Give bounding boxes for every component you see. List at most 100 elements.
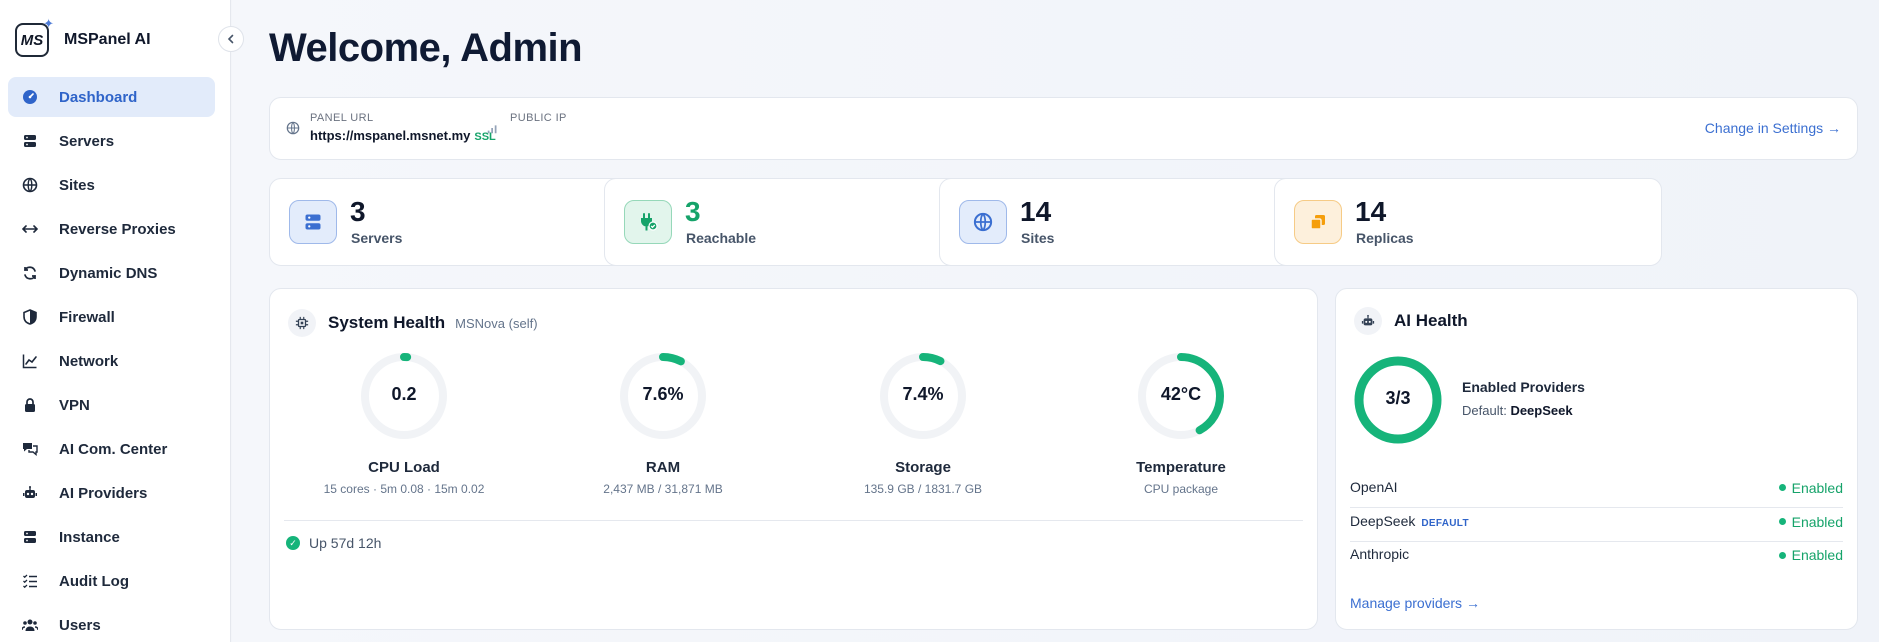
stat-value: 3	[350, 196, 366, 227]
sidebar-item-ai-providers[interactable]: AI Providers	[8, 473, 215, 513]
gauge-detail: 135.9 GB / 1831.7 GB	[863, 482, 983, 496]
signal-icon	[487, 125, 497, 134]
gauge-name: CPU Load	[368, 459, 440, 476]
public-ip-label: PUBLIC IP	[510, 112, 567, 124]
default-badge: DEFAULT	[1421, 517, 1469, 529]
sidebar-item-sites[interactable]: Sites	[8, 165, 215, 205]
sidebar-item-servers[interactable]: Servers	[8, 121, 215, 161]
brand[interactable]: MS ✦ MSPanel AI	[15, 16, 151, 60]
sidebar-item-ai-com-center[interactable]: AI Com. Center	[8, 429, 215, 469]
ssl-badge: SSL	[474, 131, 496, 143]
gauge-ram: 7.6% RAM 2,437 MB / 31,871 MB	[553, 351, 773, 496]
gauge-ring	[361, 353, 447, 439]
main-content: Welcome, Admin PANEL URL https://mspanel…	[232, 0, 1879, 642]
gauge-name: Storage	[895, 459, 951, 476]
gauge-ring	[620, 353, 706, 439]
uptime-status: ✓ Up 57d 12h	[286, 535, 381, 551]
default-provider: Default: DeepSeek	[1462, 403, 1585, 418]
provider-status: Enabled	[1778, 513, 1843, 530]
stat-value: 14	[1020, 196, 1052, 227]
stat-label: Servers	[351, 230, 403, 246]
provider-row-deepseek[interactable]: DeepSeek DEFAULT Enabled	[1350, 502, 1843, 542]
lock-icon	[21, 396, 39, 414]
provider-name-wrap: Anthropic	[1350, 546, 1409, 564]
refresh-icon	[21, 264, 39, 282]
sidebar-item-label: Instance	[59, 528, 120, 546]
provider-name: DeepSeek	[1350, 512, 1416, 529]
gauge-icon	[21, 88, 39, 106]
sidebar-item-label: Audit Log	[59, 572, 129, 590]
plug-icon	[624, 200, 672, 244]
stat-card-reachable[interactable]: 3 Reachable	[604, 178, 992, 266]
panel-url-value[interactable]: https://mspanel.msnet.my SSL	[310, 128, 496, 143]
manage-providers-link[interactable]: Manage providers →	[1350, 595, 1480, 611]
sidebar-item-label: AI Com. Center	[59, 440, 168, 458]
stat-label: Replicas	[1356, 230, 1414, 246]
system-health-header: System Health MSNova (self)	[288, 309, 538, 337]
sidebar-item-vpn[interactable]: VPN	[8, 385, 215, 425]
collapse-sidebar-button[interactable]	[218, 26, 244, 52]
chart-line-icon	[21, 352, 39, 370]
panel-url-label: PANEL URL	[310, 112, 374, 124]
gauge-value: 7.4%	[902, 384, 944, 404]
gauge-temperature: 42°C Temperature CPU package	[1071, 351, 1291, 496]
status-dot-icon	[1778, 518, 1786, 525]
check-circle-icon: ✓	[286, 536, 300, 550]
status-dot-icon	[1778, 484, 1786, 491]
ai-summary: Enabled Providers Default: DeepSeek	[1462, 379, 1585, 418]
sidebar-item-audit-log[interactable]: Audit Log	[8, 561, 215, 601]
uptime-text: Up 57d 12h	[309, 535, 382, 551]
default-provider-name: DeepSeek	[1510, 403, 1573, 418]
globe-icon	[21, 176, 39, 194]
server-icon	[21, 132, 39, 150]
provider-name: Anthropic	[1350, 546, 1410, 562]
stat-card-replicas[interactable]: 14 Replicas	[1274, 178, 1662, 266]
gauge-name: Temperature	[1136, 459, 1226, 476]
gauge-detail: 2,437 MB / 31,871 MB	[603, 482, 723, 496]
gauge-value: 7.6%	[642, 384, 684, 404]
chip-icon	[288, 309, 316, 337]
stat-value: 14	[1355, 196, 1387, 227]
stat-card-sites[interactable]: 14 Sites	[939, 178, 1327, 266]
chevron-left-icon	[227, 34, 234, 44]
providers-ring: 3/3	[1353, 355, 1443, 445]
globe-icon	[959, 200, 1007, 244]
sidebar-item-dynamic-dns[interactable]: Dynamic DNS	[8, 253, 215, 293]
chat-icon	[21, 440, 39, 458]
page-title: Welcome, Admin	[269, 26, 583, 70]
provider-status-text: Enabled	[1791, 479, 1843, 496]
gauge-ring	[1138, 353, 1224, 439]
gauge-detail: 15 cores · 5m 0.08 · 15m 0.02	[323, 482, 485, 496]
sidebar: MS ✦ MSPanel AI Dashboard Servers Sites Rev…	[0, 0, 231, 642]
sidebar-item-label: Firewall	[59, 308, 115, 326]
gauge-name: RAM	[645, 459, 681, 476]
panel-url-block: PANEL URL https://mspanel.msnet.my SSL	[286, 112, 496, 143]
shield-icon	[21, 308, 39, 326]
sidebar-item-reverse-proxies[interactable]: Reverse Proxies	[8, 209, 215, 249]
server-icon	[21, 528, 39, 546]
sidebar-item-dashboard[interactable]: Dashboard	[8, 77, 215, 117]
provider-row-openai[interactable]: OpenAI Enabled	[1350, 468, 1843, 508]
sidebar-item-firewall[interactable]: Firewall	[8, 297, 215, 337]
checklist-icon	[21, 572, 39, 590]
change-in-settings-link[interactable]: Change in Settings →	[1704, 120, 1841, 136]
stat-card-servers[interactable]: 3 Servers	[269, 178, 657, 266]
panel-url-text: https://mspanel.msnet.my	[310, 128, 471, 143]
sidebar-item-users[interactable]: Users	[8, 605, 215, 642]
provider-row-anthropic[interactable]: Anthropic Enabled	[1350, 535, 1843, 575]
server-icon	[289, 200, 337, 244]
robot-icon	[21, 484, 39, 502]
sidebar-item-label: VPN	[59, 396, 90, 414]
provider-status-text: Enabled	[1791, 513, 1843, 530]
users-icon	[21, 616, 39, 634]
sidebar-item-network[interactable]: Network	[8, 341, 215, 381]
sidebar-item-label: Dynamic DNS	[59, 264, 158, 282]
provider-status-text: Enabled	[1791, 547, 1843, 563]
sidebar-item-label: AI Providers	[59, 484, 148, 502]
status-dot-icon	[1778, 551, 1786, 559]
system-health-card: System Health MSNova (self) 0.2 CPU Load 1…	[269, 288, 1318, 630]
logo-text: MS	[20, 31, 44, 49]
gauge-storage: 7.4% Storage 135.9 GB / 1831.7 GB	[813, 351, 1033, 496]
stat-label: Reachable	[686, 230, 757, 246]
sidebar-item-instance[interactable]: Instance	[8, 517, 215, 557]
